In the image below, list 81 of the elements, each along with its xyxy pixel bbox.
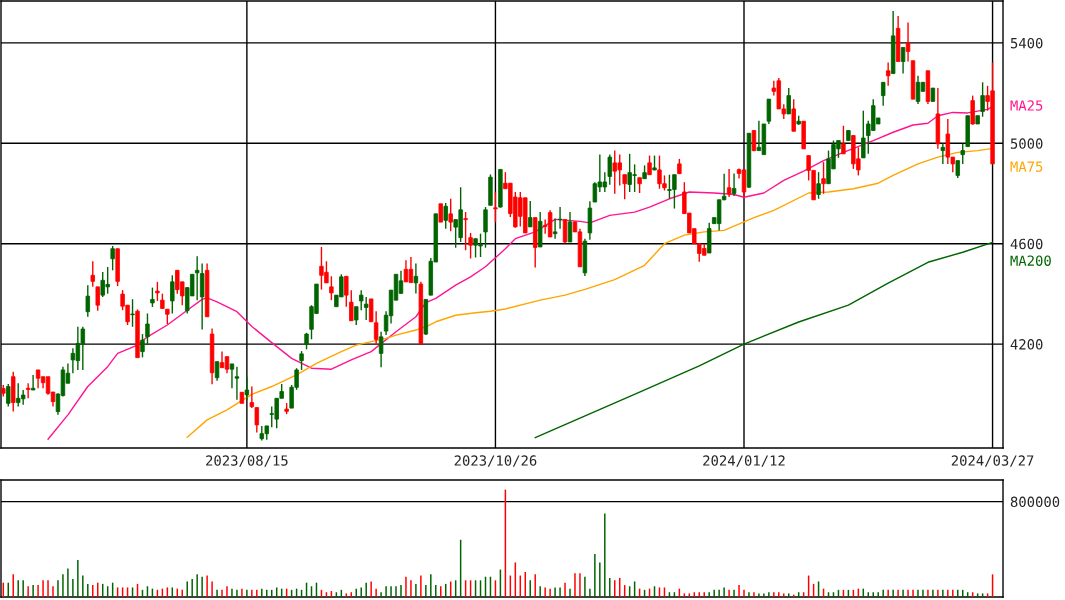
candlestick [408,256,414,284]
candlestick [493,191,498,223]
candlestick [816,171,821,200]
candlestick [299,350,304,371]
candlestick [468,232,473,260]
candlestick [622,173,627,200]
candlestick [880,81,886,107]
candlestick [344,275,349,308]
candlestick [35,369,41,389]
candlestick [110,245,115,271]
candlestick [552,217,558,240]
candlestick [786,87,791,115]
candlestick [363,296,369,321]
x-tick-label: 2024/01/12 [703,455,785,467]
candlestick [170,274,175,315]
candlestick [140,333,145,359]
candlestick [567,211,573,243]
candlestick [150,286,155,308]
candlestick [234,365,240,401]
candlestick [945,118,951,165]
candlestick [70,347,76,374]
candlestick [130,298,135,328]
candlestick [915,75,921,105]
candlestick [413,262,419,295]
candlestick [448,198,453,232]
x-tick-label: 2023/08/15 [206,455,288,467]
candlestick [443,202,448,230]
series-label: MA200 [1010,255,1051,266]
candlestick [214,360,220,382]
candlestick [145,312,150,346]
candlestick [791,98,796,132]
candlestick [940,142,946,165]
candlestick [841,125,846,155]
candlestick [905,21,911,63]
candlestick [557,206,563,230]
candlestick [885,61,891,87]
candlestick [244,376,250,401]
candlestick [20,389,26,406]
candlestick [607,153,612,186]
candlestick [483,206,488,249]
candlestick [960,143,965,165]
candlestick [861,109,866,159]
candlestick [726,168,732,198]
candlestick [741,168,747,198]
series-label: MA25 [1010,100,1043,111]
candlestick [438,203,443,223]
candlestick [354,306,359,326]
candlestick [970,94,975,126]
candlestick [403,259,409,283]
y-tick-label: 5400 [1010,37,1043,49]
candlestick [647,154,652,176]
candlestick [229,363,235,389]
candlestick [528,200,533,228]
candlestick [463,211,468,251]
candlestick [378,331,384,368]
x-tick-label: 2023/10/26 [454,455,537,467]
line-series [534,241,994,439]
candlestick [155,281,160,302]
candlestick [562,218,568,244]
y-tick-label: 800000 [1010,496,1060,508]
candlestick [756,120,762,152]
y-tick-label: 4600 [1010,238,1043,250]
candlestick [85,284,91,318]
series-label: MA75 [1010,161,1043,172]
y-tick-label: 4200 [1010,339,1043,350]
candlestick [766,98,772,125]
candlestick [199,262,205,331]
candlestick [90,260,95,288]
x-tick-label: 2024/03/27 [951,455,1034,467]
candlestick [900,46,906,75]
candlestick [980,81,985,118]
candlestick [219,350,225,369]
candlestick [95,286,100,312]
candlestick [329,275,334,301]
candlestick [30,374,36,391]
y-tick-label: 5000 [1010,138,1043,149]
candlestick [349,289,354,322]
candlestick [6,383,11,408]
candlestick [731,172,737,197]
candlestick [821,161,826,195]
candlestick [25,382,31,400]
